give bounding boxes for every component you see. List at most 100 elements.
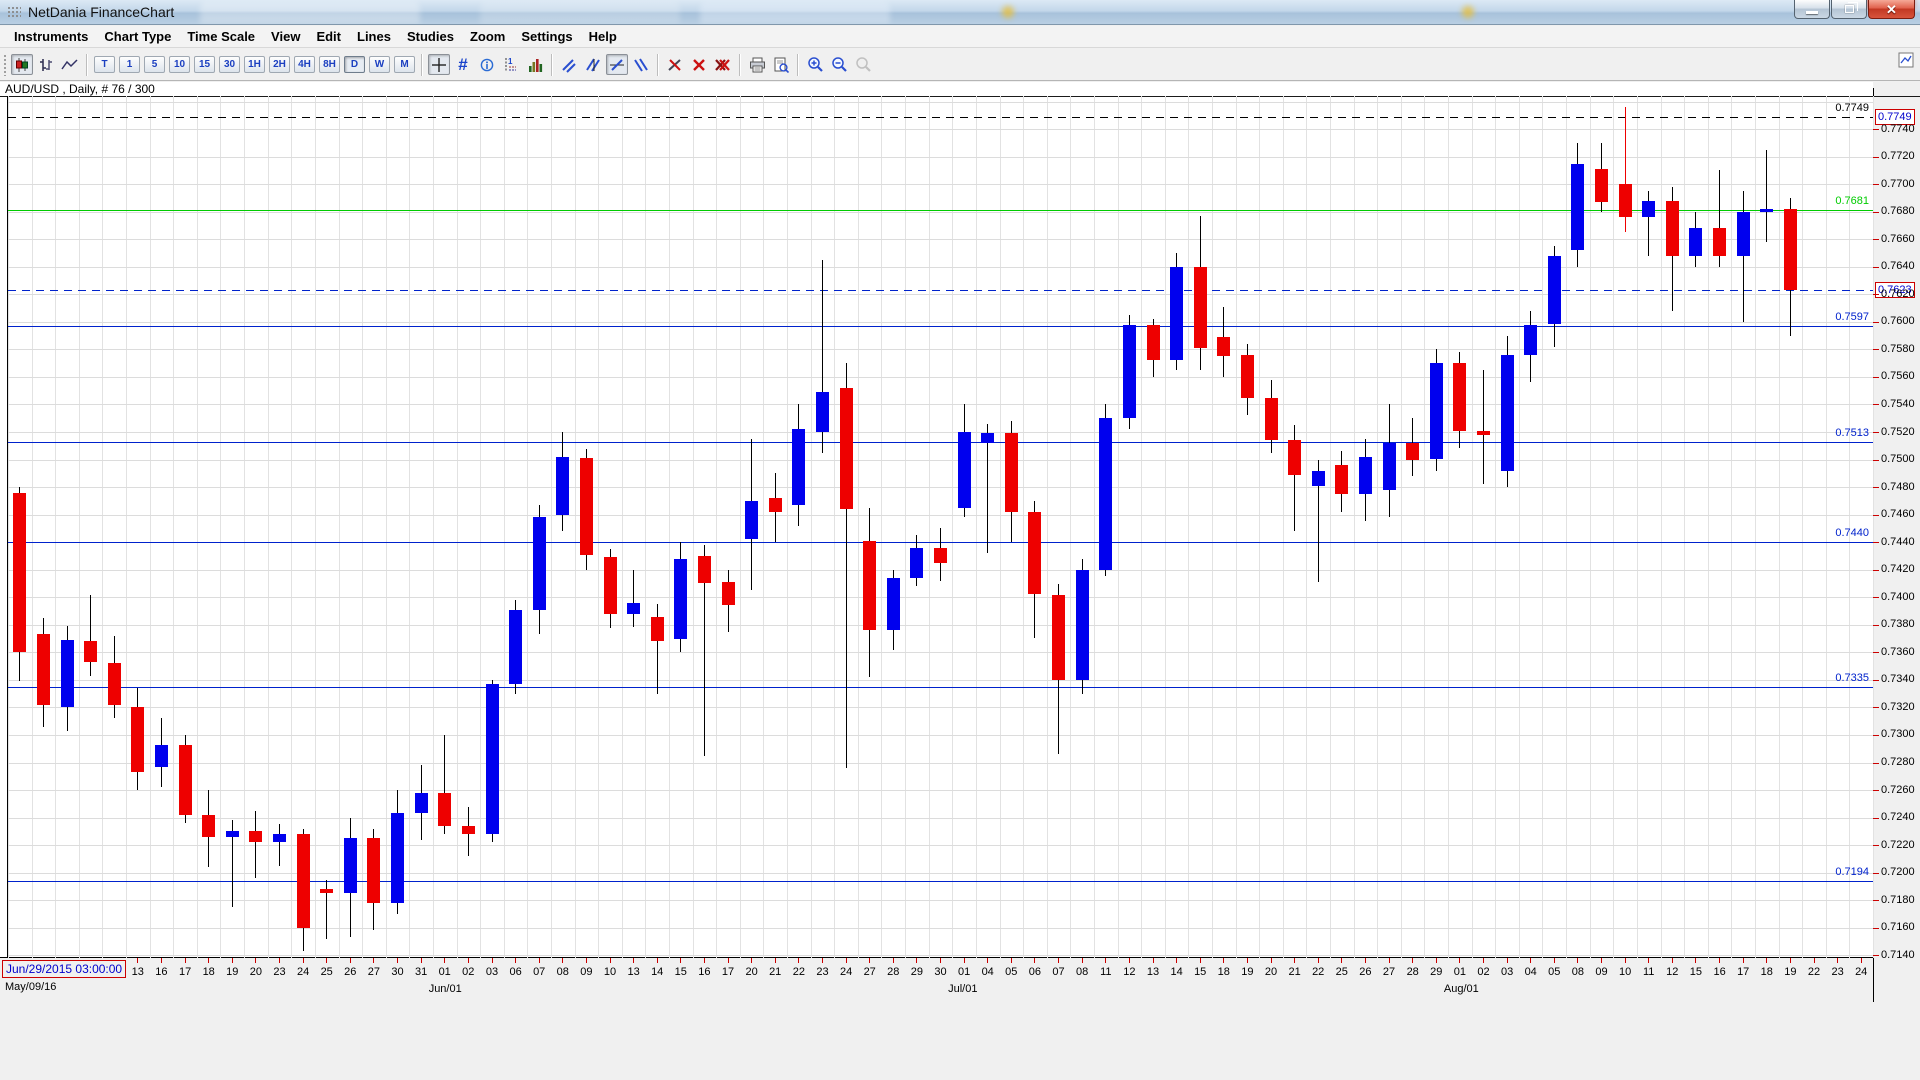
timeframe-button-m[interactable]: M [394,56,415,73]
candle [674,558,688,639]
gridline [244,96,246,958]
date-tick-label: 20 [745,966,758,978]
date-tick-label: 31 [414,966,428,978]
menu-item-edit[interactable]: Edit [316,29,341,44]
candle [273,834,286,843]
price-axis[interactable] [1873,82,1920,1002]
crosshair-button[interactable] [428,54,450,75]
menu-item-studies[interactable]: Studies [406,29,454,44]
time-axis[interactable] [0,958,1920,1004]
delete-all-button[interactable] [712,54,734,75]
info-icon [480,58,494,71]
bar-chart-button[interactable] [35,54,57,75]
line-chart-button[interactable] [59,54,81,75]
menu-item-lines[interactable]: Lines [357,29,391,44]
trend-line-button[interactable] [558,54,580,75]
timeframe-button-w[interactable]: W [369,56,390,73]
date-tick-label: 19 [1241,966,1254,978]
date-tick [1577,958,1579,963]
grid-button[interactable]: # [452,54,474,75]
timeframe-button-30[interactable]: 30 [219,56,240,73]
menu-item-zoom[interactable]: Zoom [469,29,506,44]
menu-item-view[interactable]: View [271,29,301,44]
zoom-in-button[interactable] [804,54,826,75]
timeframe-button-2h[interactable]: 2H [269,56,290,73]
toolbar-grip[interactable] [3,53,7,76]
candle [1004,433,1018,512]
timeframe-button-d[interactable]: D [344,56,365,73]
info-button[interactable] [476,54,498,75]
gridline [1141,96,1143,958]
date-tick [1671,958,1673,963]
close-button[interactable]: ✕ [1868,0,1915,19]
menu-item-help[interactable]: Help [588,29,617,44]
zoom-reset-icon [855,57,871,72]
minimize-button[interactable] [1794,0,1830,19]
gridline [8,652,1873,654]
trend-multi-button[interactable] [630,54,652,75]
gridline [1754,96,1756,958]
price-line-0.7597 [8,326,1873,327]
timeframe-button-10[interactable]: 10 [169,56,190,73]
gridline [1542,96,1544,958]
delete-selected-icon [693,58,705,71]
zoom-out-button[interactable] [828,54,850,75]
timeframe-button-t[interactable]: T [94,56,115,73]
date-tick [515,958,517,963]
date-tick-label: 07 [1052,966,1065,978]
plot-area[interactable] [0,96,1873,958]
gridline [291,96,293,958]
date-tick [1199,958,1201,963]
gridline [1589,96,1591,958]
date-tick [1246,958,1248,963]
date-tick [1034,958,1036,963]
menu-item-time-scale[interactable]: Time Scale [187,29,256,44]
candle [1099,418,1113,570]
price-tick [1873,129,1879,130]
timeframe-button-5[interactable]: 5 [144,56,165,73]
time-axis-line [0,957,1873,958]
panel-expand-button[interactable] [1898,52,1914,68]
timeframe-button-1[interactable]: 1 [119,56,140,73]
volume-button[interactable] [524,54,546,75]
candle [957,432,971,508]
gridline [409,96,411,958]
date-tick-label: 26 [344,966,357,978]
erase-line-button[interactable] [664,54,686,75]
trend-channel-button[interactable] [582,54,604,75]
print-button[interactable] [746,54,768,75]
print-preview-button[interactable] [770,54,792,75]
timeframe-button-15[interactable]: 15 [194,56,215,73]
price-line-label: 0.7194 [1835,865,1869,878]
timeframe-button-1h[interactable]: 1H [244,56,265,73]
date-tick [1719,958,1721,963]
date-tick-label: 15 [1689,966,1703,978]
menu-item-chart-type[interactable]: Chart Type [104,29,172,44]
title-bar[interactable]: NetDania FinanceChart ✕ [0,0,1920,25]
timeframe-button-4h[interactable]: 4H [294,56,315,73]
price-tick [1873,569,1879,571]
price-tick [1873,321,1879,323]
gridline [102,96,104,958]
trend-box-button[interactable] [606,54,628,75]
delete-selected-button[interactable] [688,54,710,75]
date-tick-label: 27 [1382,966,1396,978]
cursor-data-button[interactable]: 1 [500,54,522,75]
price-tick-label: 0.7460 [1881,508,1915,521]
gridline [220,96,222,958]
date-tick [255,958,257,963]
menu-item-instruments[interactable]: Instruments [14,29,89,44]
timeframe-button-8h[interactable]: 8H [319,56,340,73]
zoom-reset-button[interactable] [852,54,874,75]
gridline [8,790,1873,791]
restore-button[interactable] [1831,0,1867,19]
price-tick-label: 0.7180 [1881,893,1915,906]
gridline [1613,96,1615,958]
gridline [8,624,1873,626]
date-tick-label: 25 [320,966,333,978]
candle [697,555,711,584]
candle [178,744,192,815]
candlestick-chart-button[interactable] [11,54,33,75]
menu-item-settings[interactable]: Settings [521,29,573,44]
gridline [1636,96,1638,958]
